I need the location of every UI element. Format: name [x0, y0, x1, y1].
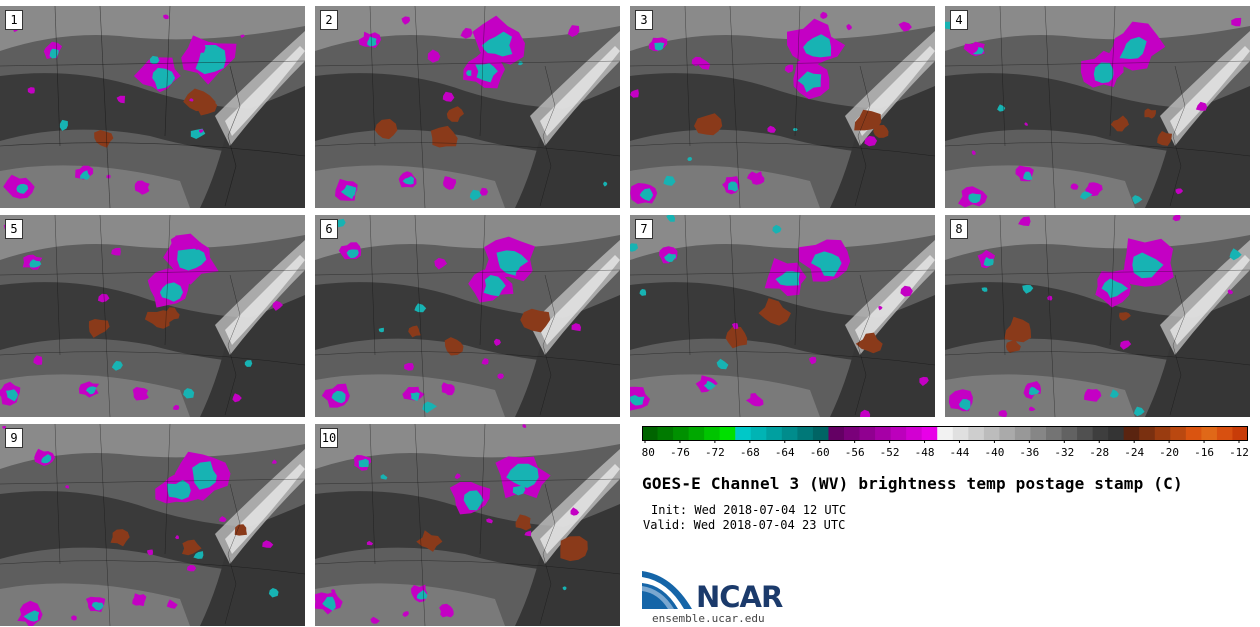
colorbar: -80 -76 -72 -68 -64 -60 -56 -52 -48 -44 -40 -36 -32 -…: [642, 426, 1248, 466]
colorbar-segment: [797, 426, 813, 440]
colorbar-segment: [937, 426, 953, 440]
water-vapor-map: [0, 215, 305, 417]
colorbar-tick-label: -76: [670, 446, 690, 459]
colorbar-segment: [1108, 426, 1124, 440]
colorbar-segment: [999, 426, 1015, 440]
colorbar-segment: [1093, 426, 1109, 440]
water-vapor-map: [630, 6, 935, 208]
colorbar-segment: [1077, 426, 1093, 440]
panel-number-label: 2: [320, 10, 338, 30]
colorbar-segment: [1124, 426, 1140, 440]
colorbar-segment: [813, 426, 829, 440]
panel-number-label: 5: [5, 219, 23, 239]
colorbar-segment: [642, 426, 658, 440]
colorbar-segment: [891, 426, 907, 440]
panel-number-label: 6: [320, 219, 338, 239]
colorbar-tick-label: -36: [1019, 446, 1039, 459]
colorbar-segment: [782, 426, 798, 440]
colorbar-segment: [860, 426, 876, 440]
water-vapor-map: [630, 215, 935, 417]
colorbar-tick-label: -16: [1194, 446, 1214, 459]
panel-number-label: 9: [5, 428, 23, 448]
colorbar-tick-label: -20: [1159, 446, 1179, 459]
ensemble-member-panel: 10: [315, 424, 620, 626]
colorbar-segment: [922, 426, 938, 440]
colorbar-segment: [1170, 426, 1186, 440]
colorbar-segment: [673, 426, 689, 440]
ensemble-member-panel: 6: [315, 215, 620, 417]
colorbar-tick-label: -32: [1054, 446, 1074, 459]
colorbar-tick-label: -44: [950, 446, 970, 459]
ensemble-member-panel: 9: [0, 424, 305, 626]
ensemble-member-panel: 1: [0, 6, 305, 208]
water-vapor-map: [945, 6, 1250, 208]
colorbar-segment: [1139, 426, 1155, 440]
colorbar-segment: [968, 426, 984, 440]
colorbar-segment: [1155, 426, 1171, 440]
colorbar-segment: [689, 426, 705, 440]
colorbar-segment: [751, 426, 767, 440]
colorbar-tick-label: -48: [915, 446, 935, 459]
colorbar-segment: [1046, 426, 1062, 440]
colorbar-segment: [735, 426, 751, 440]
init-time-line: Init: Wed 2018-07-04 12 UTC: [651, 503, 846, 517]
colorbar-segment: [1030, 426, 1046, 440]
panel-number-label: 1: [5, 10, 23, 30]
colorbar-segment: [875, 426, 891, 440]
panel-number-label: 7: [635, 219, 653, 239]
colorbar-segment: [1015, 426, 1031, 440]
ensemble-member-panel: 4: [945, 6, 1250, 208]
colorbar-segment: [906, 426, 922, 440]
colorbar-segment: [953, 426, 969, 440]
colorbar-tick-label: -68: [740, 446, 760, 459]
init-label: Init:: [651, 503, 687, 517]
water-vapor-map: [315, 6, 620, 208]
valid-time: Wed 2018-07-04 23 UTC: [694, 518, 846, 532]
ensemble-member-panel: 2: [315, 6, 620, 208]
colorbar-tick-label: -28: [1089, 446, 1109, 459]
colorbar-tick-label: -64: [775, 446, 795, 459]
ncar-logo-text: NCAR: [696, 580, 782, 614]
colorbar-tick-label: -12: [1229, 446, 1248, 459]
colorbar-tick-label: -60: [810, 446, 830, 459]
ensemble-member-panel: 5: [0, 215, 305, 417]
colorbar-segment: [1217, 426, 1233, 440]
colorbar-segment: [720, 426, 736, 440]
colorbar-segment: [1232, 426, 1248, 440]
colorbar-segment: [704, 426, 720, 440]
panel-number-label: 8: [950, 219, 968, 239]
figure-title: GOES-E Channel 3 (WV) brightness temp po…: [642, 474, 1183, 493]
ensemble-member-panel: 7: [630, 215, 935, 417]
colorbar-tick-label: -72: [705, 446, 725, 459]
panel-number-label: 10: [320, 428, 338, 448]
water-vapor-map: [0, 424, 305, 626]
colorbar-segment: [766, 426, 782, 440]
colorbar-segment: [1186, 426, 1202, 440]
ensemble-member-panel: 3: [630, 6, 935, 208]
water-vapor-map: [315, 215, 620, 417]
water-vapor-map: [315, 424, 620, 626]
colorbar-tick-label: -52: [880, 446, 900, 459]
colorbar-segment: [1062, 426, 1078, 440]
valid-time-line: Valid: Wed 2018-07-04 23 UTC: [643, 518, 845, 532]
colorbar-segment: [828, 426, 844, 440]
colorbar-tick-label: -56: [845, 446, 865, 459]
panel-number-label: 4: [950, 10, 968, 30]
colorbar-tick-label: -24: [1124, 446, 1144, 459]
colorbar-segment: [658, 426, 674, 440]
water-vapor-map: [945, 215, 1250, 417]
water-vapor-map: [0, 6, 305, 208]
valid-label: Valid:: [643, 518, 686, 532]
website-url: ensemble.ucar.edu: [652, 612, 765, 625]
colorbar-segment: [1201, 426, 1217, 440]
init-time: Wed 2018-07-04 12 UTC: [694, 503, 846, 517]
colorbar-tick-label: -40: [984, 446, 1004, 459]
colorbar-tick-label: -80: [642, 446, 655, 459]
panel-number-label: 3: [635, 10, 653, 30]
ensemble-member-panel: 8: [945, 215, 1250, 417]
colorbar-segment: [984, 426, 1000, 440]
colorbar-segment: [844, 426, 860, 440]
